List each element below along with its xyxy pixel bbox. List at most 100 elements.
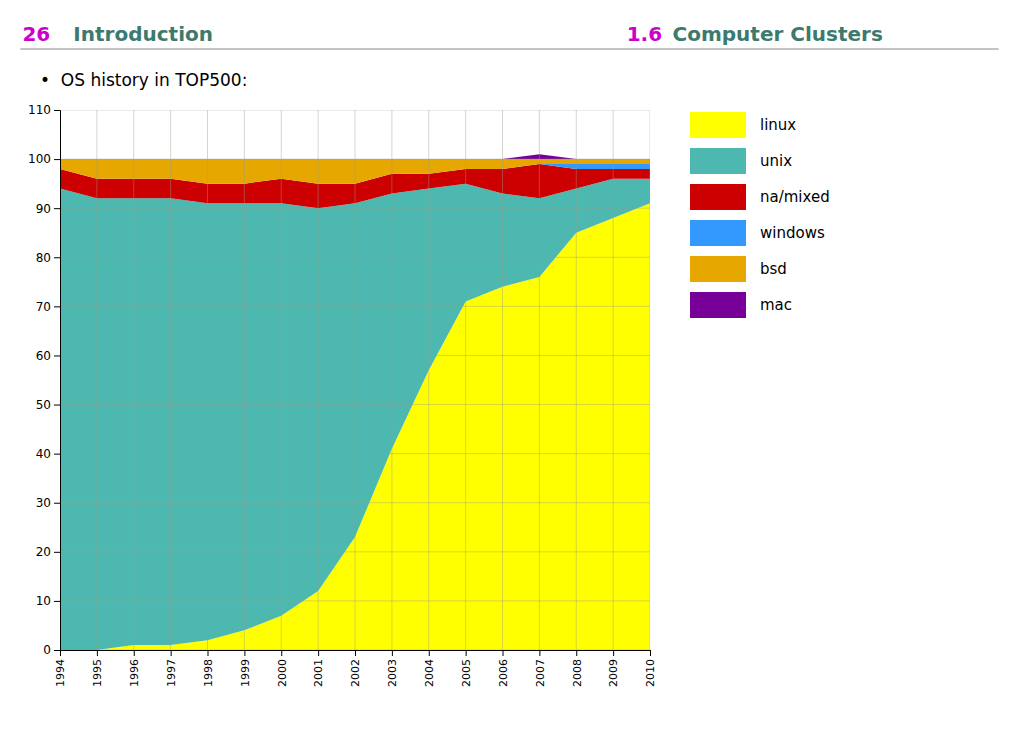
grid-line bbox=[465, 110, 466, 650]
tick: 30 bbox=[36, 496, 60, 510]
tick-label: 2003 bbox=[386, 659, 399, 687]
tick-mark bbox=[54, 159, 60, 160]
tick-mark bbox=[54, 454, 60, 455]
tick-mark bbox=[318, 650, 319, 656]
tick: 2007 bbox=[534, 650, 547, 687]
tick: 2004 bbox=[423, 650, 436, 687]
tick: 2002 bbox=[349, 650, 362, 687]
tick-label: 60 bbox=[36, 349, 51, 363]
tick: 1997 bbox=[165, 650, 178, 687]
tick-mark bbox=[576, 650, 577, 656]
tick-label: 80 bbox=[36, 251, 51, 265]
grid-line bbox=[96, 110, 97, 650]
grid-line bbox=[539, 110, 540, 650]
tick-mark bbox=[54, 355, 60, 356]
tick: 1995 bbox=[91, 650, 104, 687]
tick-mark bbox=[355, 650, 356, 656]
tick: 50 bbox=[36, 398, 60, 412]
tick-mark bbox=[392, 650, 393, 656]
tick-mark bbox=[54, 503, 60, 504]
grid-line bbox=[576, 110, 577, 650]
header-text: Introduction bbox=[73, 22, 213, 46]
title: • OS history in TOP500: bbox=[40, 70, 247, 90]
tick: 2009 bbox=[607, 650, 620, 687]
tick-label: 0 bbox=[43, 643, 51, 657]
tick: 1994 bbox=[54, 650, 67, 687]
tick-label: 2005 bbox=[460, 659, 473, 687]
legend-swatch bbox=[690, 184, 746, 210]
grid bbox=[60, 110, 650, 650]
grid-line bbox=[428, 110, 429, 650]
grid-line bbox=[281, 110, 282, 650]
legend-label: windows bbox=[760, 224, 825, 242]
tick-mark bbox=[54, 110, 60, 111]
grid-line bbox=[207, 110, 208, 650]
legend-label: na/mixed bbox=[760, 188, 830, 206]
tick: 1999 bbox=[239, 650, 252, 687]
tick: 80 bbox=[36, 251, 60, 265]
tick-mark bbox=[60, 650, 61, 656]
header-line bbox=[20, 49, 998, 50]
tick: 60 bbox=[36, 349, 60, 363]
tick-mark bbox=[171, 650, 172, 656]
tick: 2003 bbox=[386, 650, 399, 687]
tick: 20 bbox=[36, 545, 60, 559]
tick-mark bbox=[208, 650, 209, 656]
tick: 2006 bbox=[497, 650, 510, 687]
tick-label: 30 bbox=[36, 496, 51, 510]
legend-item: windows bbox=[690, 220, 825, 246]
tick-mark bbox=[54, 601, 60, 602]
tick: 40 bbox=[36, 447, 60, 461]
tick: 2001 bbox=[312, 650, 325, 687]
legend: linuxunixna/mixedwindowsbsdmac bbox=[690, 112, 830, 318]
tick-mark bbox=[466, 650, 467, 656]
tick-mark bbox=[503, 650, 504, 656]
tick-label: 1996 bbox=[128, 659, 141, 687]
tick-label: 2006 bbox=[497, 659, 510, 687]
x-axis: 1994199519961997199819992000200120022003… bbox=[54, 650, 657, 687]
grid-line bbox=[650, 110, 651, 650]
tick-label: 2007 bbox=[534, 659, 547, 687]
grid-line bbox=[133, 110, 134, 650]
tick: 110 bbox=[28, 103, 60, 117]
tick: 1996 bbox=[128, 650, 141, 687]
tick-mark bbox=[650, 650, 651, 656]
axis-line bbox=[54, 111, 61, 651]
tick-label: 50 bbox=[36, 398, 51, 412]
legend-item: unix bbox=[690, 148, 792, 174]
legend-swatch bbox=[690, 292, 746, 318]
tick: 2010 bbox=[644, 650, 657, 687]
axis-line bbox=[61, 651, 651, 657]
chart: 26Introduction1.6Computer Clusters• OS h… bbox=[0, 0, 1019, 754]
y-axis: 0102030405060708090100110 bbox=[28, 103, 60, 657]
tick-label: 2008 bbox=[571, 659, 584, 687]
grid-line bbox=[318, 110, 319, 650]
tick-mark bbox=[54, 306, 60, 307]
tick-label: 1999 bbox=[239, 659, 252, 687]
grid-line bbox=[244, 110, 245, 650]
tick-label: 110 bbox=[28, 103, 51, 117]
tick-mark bbox=[54, 405, 60, 406]
grid-line bbox=[391, 110, 392, 650]
tick-label: 90 bbox=[36, 202, 51, 216]
legend-item: linux bbox=[690, 112, 796, 138]
tick-mark bbox=[244, 650, 245, 656]
legend-item: na/mixed bbox=[690, 184, 830, 210]
grid-line bbox=[355, 110, 356, 650]
tick: 90 bbox=[36, 202, 60, 216]
grid-line bbox=[613, 110, 614, 650]
legend-item: mac bbox=[690, 292, 792, 318]
legend-label: unix bbox=[760, 152, 792, 170]
grid-line bbox=[170, 110, 171, 650]
header-text: 1.6 bbox=[627, 22, 662, 46]
tick-label: 1995 bbox=[91, 659, 104, 687]
tick-mark bbox=[134, 650, 135, 656]
tick-label: 100 bbox=[28, 152, 51, 166]
tick-label: 10 bbox=[36, 594, 51, 608]
tick-label: 2009 bbox=[607, 659, 620, 687]
tick-mark bbox=[429, 650, 430, 656]
tick-label: 40 bbox=[36, 447, 51, 461]
header-text: 26 bbox=[22, 22, 50, 46]
tick: 2005 bbox=[460, 650, 473, 687]
tick-label: 1998 bbox=[202, 659, 215, 687]
